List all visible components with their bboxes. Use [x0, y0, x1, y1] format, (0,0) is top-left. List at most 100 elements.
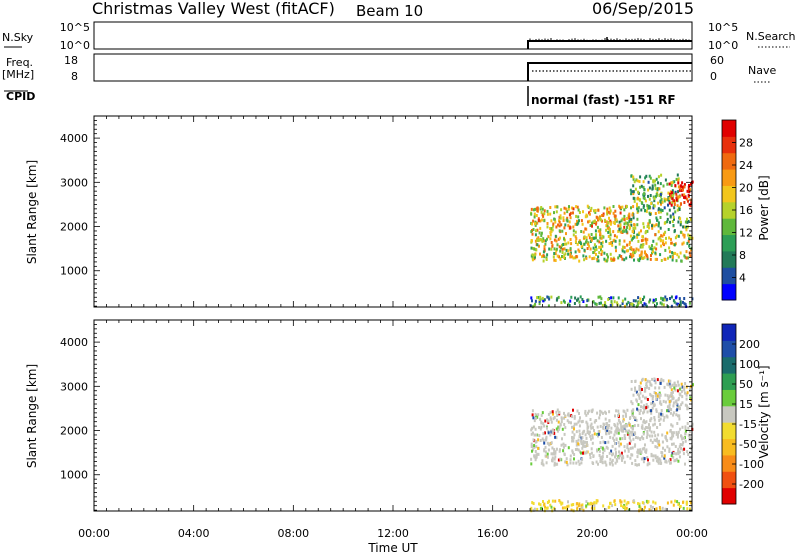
velocity-cell [530, 462, 533, 466]
velocity-cell [677, 430, 680, 434]
velocity-cell [626, 443, 629, 447]
velocity-cell [672, 413, 675, 417]
power-cell [674, 236, 677, 240]
velocity-cell [673, 382, 676, 386]
velocity-cell [564, 426, 567, 430]
velocity-cell [657, 415, 660, 419]
velocity-colorbar-swatch [722, 471, 736, 489]
power-cell [632, 196, 635, 200]
power-cell [578, 211, 581, 214]
power-cell [613, 300, 616, 304]
velocity-cell [616, 459, 619, 463]
power-cell [653, 299, 656, 303]
velocity-cell [658, 506, 661, 509]
power-cell [656, 188, 659, 192]
power-cell [531, 232, 534, 236]
power-cell [627, 300, 630, 304]
velocity-cell [639, 381, 642, 385]
power-cell [641, 256, 644, 260]
power-cell [574, 222, 577, 226]
velocity-cell [542, 422, 545, 426]
velocity-cell [680, 386, 683, 390]
power-cell [657, 221, 660, 225]
power-cell [609, 233, 612, 237]
velocity-cell [629, 456, 632, 460]
velocity-cell [658, 443, 661, 447]
velocity-colorbar-swatch [722, 389, 736, 407]
velocity-cell [571, 430, 574, 434]
velocity-cell [645, 426, 648, 429]
power-cell [674, 184, 677, 188]
power-cell [563, 242, 566, 246]
velocity-cell [647, 405, 650, 409]
velocity-cell [686, 450, 689, 454]
power-cell [690, 218, 693, 222]
power-cell [633, 223, 636, 227]
velocity-cell [597, 434, 599, 438]
power-cell [652, 250, 654, 254]
power-cell [572, 225, 575, 229]
power-cell [572, 233, 575, 237]
power-cell [650, 202, 653, 205]
power-cell [671, 191, 673, 195]
power-cell [567, 252, 570, 256]
nave-tick-bottom: 0 [710, 70, 717, 83]
power-cell [660, 210, 663, 214]
velocity-cell [651, 440, 654, 444]
velocity-cell [640, 400, 643, 404]
velocity-cell [684, 427, 687, 431]
power-colorbar-tick-label: 24 [739, 159, 753, 172]
power-cell [553, 211, 555, 215]
velocity-cell [596, 448, 598, 452]
velocity-cell [678, 445, 681, 449]
power-cell [612, 258, 615, 262]
power-cell [624, 304, 626, 308]
velocity-cell [654, 508, 657, 512]
velocity-cell [638, 504, 641, 508]
velocity-cell [553, 416, 556, 419]
velocity-cell [530, 457, 533, 461]
velocity-cell [618, 444, 621, 448]
velocity-cell [577, 420, 580, 424]
velocity-cell [631, 402, 634, 406]
power-cell [655, 223, 658, 227]
velocity-cell [531, 426, 534, 430]
power-ytick-label: 3000 [60, 176, 88, 189]
velocity-cell [670, 437, 673, 441]
power-cell [669, 255, 672, 259]
power-cell [600, 301, 602, 305]
power-cell [600, 297, 603, 301]
power-cell [683, 185, 686, 189]
velocity-cell [664, 459, 667, 463]
velocity-cell [589, 434, 592, 438]
velocity-cell [624, 449, 626, 453]
velocity-cell [668, 450, 671, 453]
power-cell [662, 239, 665, 243]
power-cell [598, 229, 601, 233]
power-cell [609, 303, 612, 307]
velocity-cell [572, 436, 575, 440]
velocity-cell [670, 454, 673, 458]
velocity-cell [682, 500, 684, 504]
velocity-cell [590, 451, 593, 455]
power-cell [637, 209, 640, 213]
power-cell [660, 259, 663, 262]
velocity-cell [676, 500, 679, 504]
velocity-cell [549, 416, 552, 420]
velocity-cell [600, 436, 603, 439]
velocity-cell [600, 410, 603, 414]
velocity-cell [578, 502, 581, 506]
velocity-cell [650, 430, 653, 434]
power-cell [677, 179, 680, 183]
power-cell [687, 256, 689, 260]
velocity-cell [675, 432, 678, 436]
power-cell [654, 233, 657, 237]
velocity-cell [532, 416, 535, 420]
velocity-cell [570, 508, 573, 512]
power-cell [642, 222, 645, 226]
power-cell [612, 211, 615, 215]
power-cell [553, 247, 556, 251]
power-cell [657, 224, 660, 228]
velocity-cell [623, 410, 626, 414]
power-cell [646, 255, 649, 259]
